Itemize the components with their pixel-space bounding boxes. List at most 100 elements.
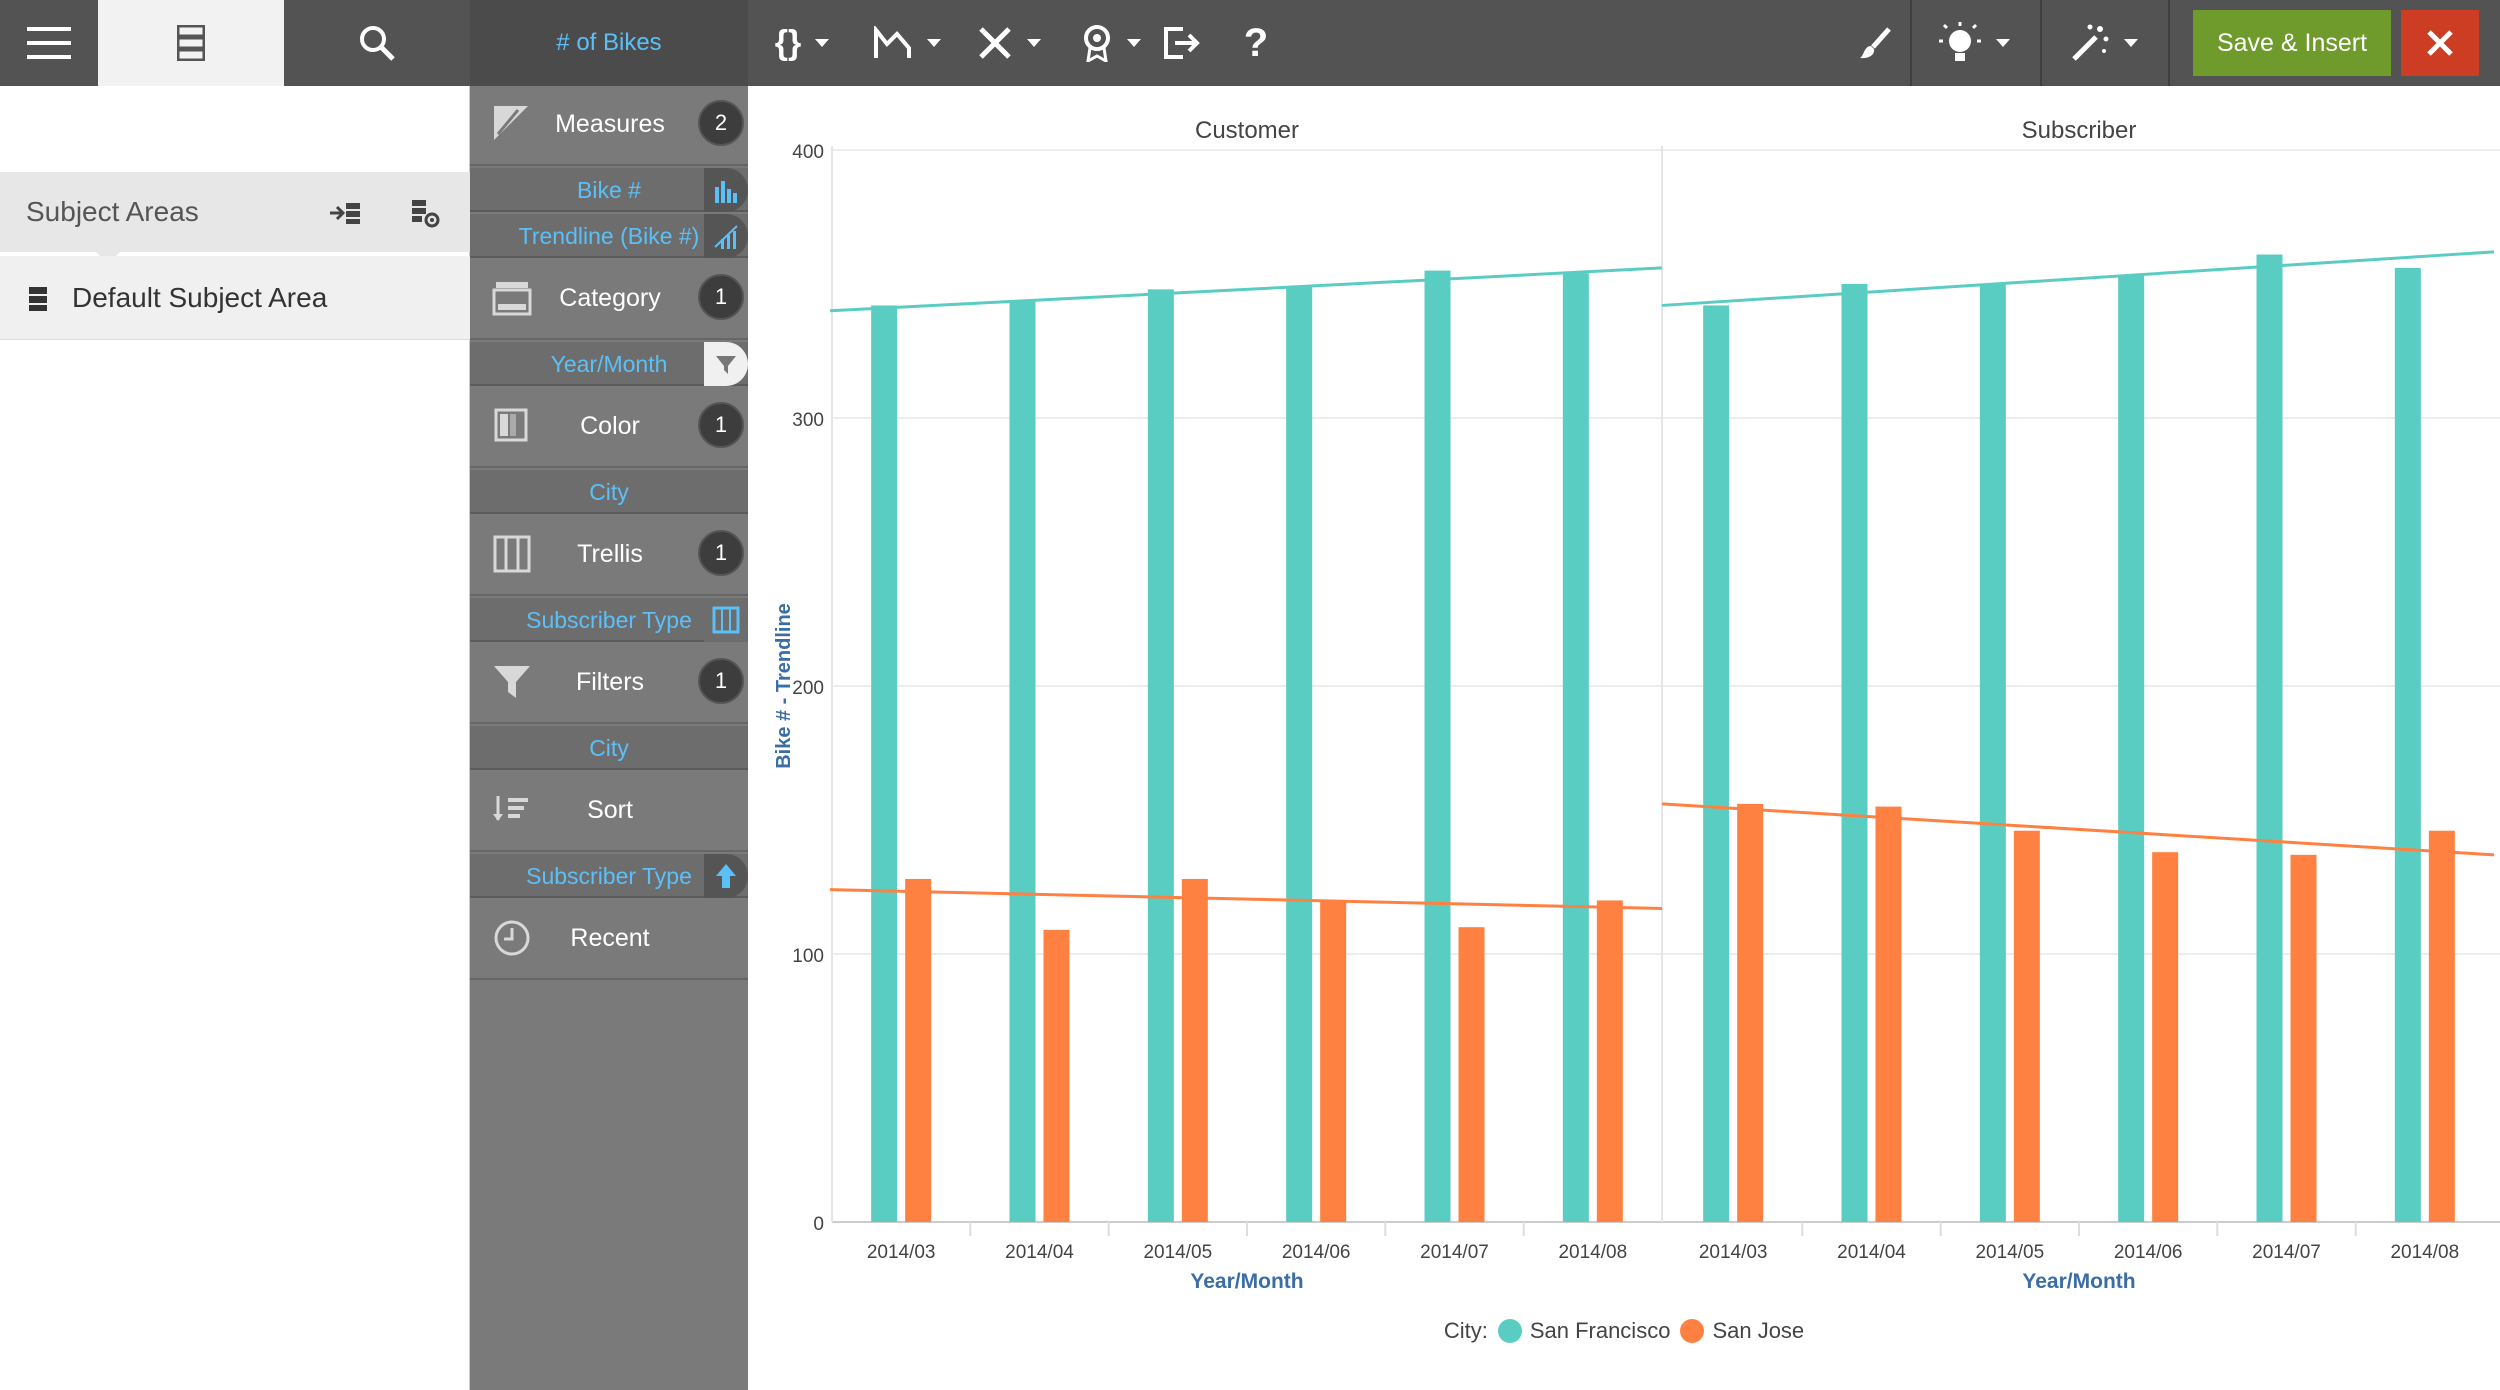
bar-chart-icon [704, 168, 748, 212]
badge-button[interactable] [1066, 0, 1156, 86]
color-count-badge: 1 [698, 402, 744, 448]
export-button[interactable] [1160, 0, 1204, 86]
legend-swatch-san-francisco[interactable] [1497, 1319, 1522, 1343]
category-count-badge: 1 [698, 274, 744, 320]
sort-ascending-icon [704, 854, 748, 898]
legend-item-san-jose[interactable]: San Jose [1712, 1318, 1805, 1343]
x-tick-label: 2014/03 [1699, 1242, 1768, 1263]
measures-label: Measures [555, 110, 665, 138]
badge-icon [1084, 25, 1110, 62]
add-subject-area-icon[interactable] [328, 200, 362, 226]
toolbar-divider [1910, 0, 1912, 86]
legend-item-san-francisco[interactable]: San Francisco [1529, 1318, 1671, 1343]
y-tick-label: 300 [792, 410, 824, 431]
sort-section[interactable]: Sort [470, 772, 748, 852]
close-icon [2427, 30, 2453, 56]
save-insert-button[interactable]: Save & Insert [2193, 10, 2391, 76]
bar-san-jose [1596, 900, 1623, 1222]
bar-san-francisco [1979, 284, 2006, 1222]
bar-san-francisco [1703, 305, 1730, 1222]
subject-areas-title: Subject Areas [26, 196, 199, 227]
data-panel: Subject Areas Default Subject Area [0, 86, 470, 1390]
bar-san-francisco [2256, 254, 2283, 1222]
close-button[interactable] [2401, 10, 2479, 76]
bar-san-francisco [2394, 267, 2421, 1222]
tools-button[interactable] [964, 0, 1054, 86]
measures-section[interactable]: Measures 2 [470, 86, 748, 166]
bar-san-jose [2152, 852, 2179, 1222]
bar-san-jose [2013, 830, 2040, 1222]
search-button[interactable] [284, 0, 470, 86]
x-tick-label: 2014/05 [1143, 1242, 1212, 1263]
category-item-yearmonth[interactable]: Year/Month [470, 342, 748, 386]
auto-viz-button[interactable] [2054, 0, 2154, 86]
subject-area-item[interactable]: Default Subject Area [0, 256, 470, 340]
data-tab[interactable] [98, 0, 284, 86]
sort-item-subscriber-type[interactable]: Subscriber Type [470, 854, 748, 898]
trellis-label: Trellis [577, 540, 643, 568]
clock-icon [494, 920, 530, 956]
trendline-san-jose [1661, 802, 2495, 857]
filters-section[interactable]: Filters 1 [470, 644, 748, 724]
sort-item-label: Subscriber Type [526, 863, 692, 889]
legend-label: City: [1443, 1318, 1488, 1343]
trellis-section[interactable]: Trellis 1 [470, 516, 748, 596]
bar-san-francisco [871, 305, 898, 1222]
chevron-down-icon [815, 39, 830, 47]
bar-san-francisco [2118, 275, 2145, 1222]
filter-item-city[interactable]: City [470, 726, 748, 770]
top-toolbar: # of Bikes {} ? Save & Insert [0, 0, 2500, 86]
color-section[interactable]: Color 1 [470, 388, 748, 468]
settings-icon[interactable] [410, 198, 440, 228]
help-button[interactable]: ? [1234, 0, 1278, 86]
category-section[interactable]: Category 1 [470, 260, 748, 340]
y-tick-label: 400 [792, 142, 824, 163]
bar-san-francisco [1841, 284, 1868, 1222]
color-item-city[interactable]: City [470, 470, 748, 514]
database-icon [29, 287, 47, 311]
brush-icon [1860, 27, 1891, 59]
measure-item-label: Bike # [577, 177, 641, 203]
bar-chart: 0 100 200 300 400 Bike # - Trendline Customer 2… [773, 117, 2500, 1293]
recent-section[interactable]: Recent [470, 900, 748, 980]
menu-button[interactable] [0, 0, 98, 86]
x-tick-label: 2014/05 [1975, 1242, 2044, 1263]
legend-swatch-san-jose[interactable] [1680, 1319, 1705, 1343]
braces-icon: {} [774, 23, 802, 62]
trellis-item-subscriber-type[interactable]: Subscriber Type [470, 598, 748, 642]
tools-icon [979, 27, 1011, 59]
trellis-panel-title: Subscriber [2022, 117, 2137, 144]
visualization-title[interactable]: # of Bikes [470, 0, 748, 86]
trendline-san-francisco [829, 266, 1663, 313]
chart-type-button[interactable] [862, 0, 952, 86]
lightbulb-icon [1939, 22, 1981, 61]
x-tick-label: 2014/03 [867, 1242, 936, 1263]
filters-label: Filters [575, 668, 645, 696]
filter-icon [494, 666, 530, 698]
brush-button[interactable] [1852, 0, 1898, 86]
x-tick-label: 2014/06 [2114, 1242, 2183, 1263]
data-store-icon [177, 25, 205, 61]
bar-san-francisco [1147, 289, 1174, 1222]
trendline-icon [704, 214, 748, 258]
filter-item-label: City [589, 735, 629, 761]
bar-san-jose [1320, 900, 1347, 1222]
measures-count-badge: 2 [698, 100, 744, 146]
sort-icon [493, 796, 528, 821]
y-tick-label: 200 [792, 678, 824, 699]
measure-item-bike[interactable]: Bike # [470, 168, 748, 212]
chevron-down-icon [927, 39, 941, 47]
chevron-down-icon [1027, 39, 1041, 47]
insights-button[interactable] [1924, 0, 2024, 86]
trendline-san-francisco [1661, 250, 2495, 307]
y-tick-label: 100 [792, 946, 824, 967]
x-axis-label: Year/Month [2022, 1270, 2135, 1293]
hamburger-icon [27, 27, 71, 59]
trellis-count-badge: 1 [698, 530, 744, 576]
bar-san-francisco [1286, 286, 1313, 1222]
measure-item-trendline[interactable]: Trendline (Bike #) [470, 214, 748, 258]
category-label: Category [559, 284, 661, 312]
measure-item-label: Trendline (Bike #) [518, 223, 700, 249]
expression-button[interactable]: {} [762, 0, 842, 86]
y-tick-label: 0 [813, 1214, 824, 1235]
